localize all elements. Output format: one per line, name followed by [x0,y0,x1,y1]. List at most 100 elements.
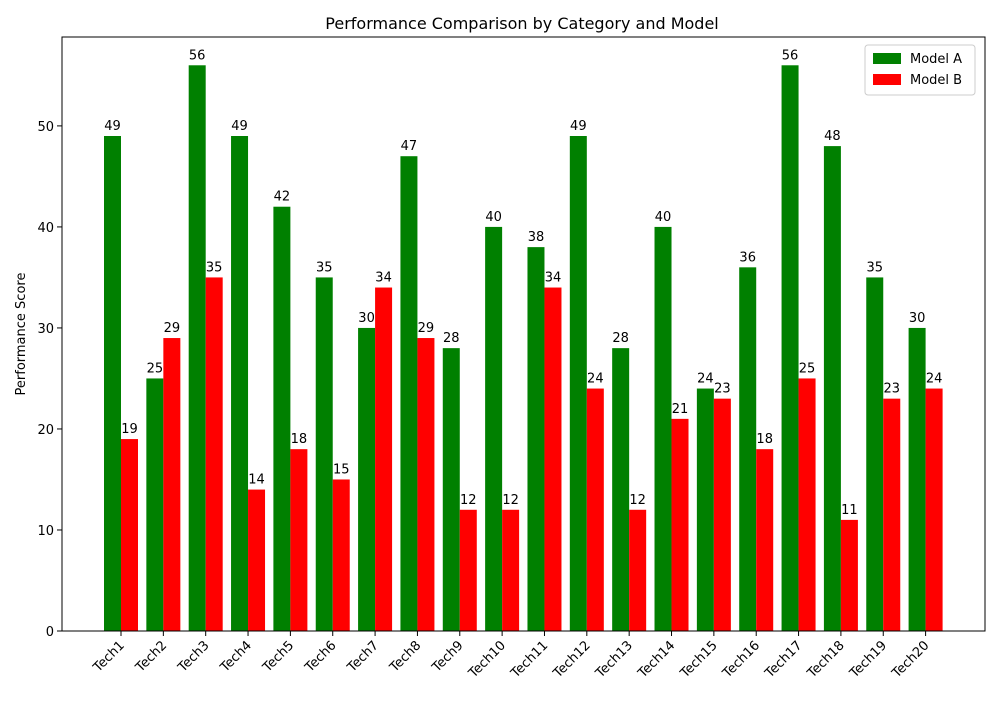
x-tick-label-tech18: Tech18 [804,638,848,682]
data-label-model-b-tech2: 29 [164,321,181,336]
x-tick-label-tech11: Tech11 [508,638,552,682]
x-tick-label-tech8: Tech8 [387,638,425,676]
data-label-model-a-tech2: 25 [147,361,164,376]
bar-model-b-tech13 [629,509,647,631]
bar-model-a-tech9 [442,348,460,631]
data-label-model-b-tech7: 34 [375,271,392,286]
bar-model-b-tech9 [459,509,477,631]
bar-model-a-tech13 [612,348,630,631]
x-tick-label-tech2: Tech2 [132,638,170,676]
bar-model-b-tech12 [586,388,604,631]
bar-model-b-tech7 [375,287,393,631]
bar-model-a-tech18 [823,146,841,631]
data-label-model-b-tech13: 12 [629,493,646,508]
bar-model-b-tech14 [671,418,689,631]
bar-model-a-tech19 [866,277,884,631]
x-tick-label-tech7: Tech7 [344,638,382,676]
bar-model-b-tech4 [248,489,266,631]
data-label-model-a-tech11: 38 [528,230,545,245]
bar-model-a-tech6 [315,277,333,631]
x-tick-label-tech15: Tech15 [677,638,721,682]
bar-model-a-tech17 [781,65,799,632]
y-axis-label: Performance Score [14,273,29,396]
x-tick-label-tech3: Tech3 [175,638,213,676]
data-label-model-a-tech13: 28 [612,331,629,346]
data-label-model-a-tech12: 49 [570,119,587,134]
bar-model-a-tech1 [104,136,121,631]
bar-model-a-tech11 [527,247,545,632]
x-tick-label-tech10: Tech10 [465,638,509,682]
bar-model-a-tech3 [188,65,206,632]
data-label-model-a-tech6: 35 [316,260,333,275]
data-label-model-b-tech6: 15 [333,462,350,477]
bar-model-b-tech17 [798,378,816,631]
data-label-model-a-tech17: 56 [782,48,799,63]
plot-area: 49 19 Tech1 25 29 Tech2 56 35 Tech3 49 14 Tech4 42 18… [37,36,986,682]
y-tick-label-30: 30 [37,322,54,337]
bar-model-b-tech11 [544,287,562,631]
y-tick-label-0: 0 [46,625,54,640]
y-tick-label-10: 10 [37,524,54,539]
data-label-model-b-tech5: 18 [291,432,308,447]
x-tick-label-tech4: Tech4 [217,638,255,676]
data-label-model-b-tech11: 34 [545,271,562,286]
data-label-model-b-tech8: 29 [418,321,435,336]
bar-model-b-tech2 [163,338,181,631]
data-label-model-a-tech10: 40 [485,210,502,225]
bar-model-a-tech16 [739,267,757,631]
y-tick-label-20: 20 [37,423,54,438]
data-label-model-b-tech3: 35 [206,260,223,275]
data-label-model-a-tech19: 35 [866,260,883,275]
bar-model-a-tech2 [146,378,164,631]
x-tick-label-tech1: Tech1 [90,638,128,676]
data-label-model-b-tech18: 11 [841,503,858,518]
data-label-model-a-tech4: 49 [231,119,248,134]
data-label-model-b-tech12: 24 [587,372,604,387]
bar-model-b-tech6 [332,479,350,631]
data-label-model-a-tech3: 56 [189,48,206,63]
bar-model-b-tech1 [121,439,138,631]
data-label-model-a-tech5: 42 [274,190,291,205]
bar-model-b-tech5 [290,449,308,631]
bar-model-a-tech14 [654,226,672,631]
bar-model-a-tech10 [485,226,503,631]
x-tick-label-tech12: Tech12 [550,638,594,682]
data-label-model-b-tech9: 12 [460,493,477,508]
data-label-model-a-tech9: 28 [443,331,460,346]
data-label-model-a-tech15: 24 [697,372,714,387]
y-tick-label-40: 40 [37,221,54,236]
bar-model-a-tech15 [696,388,714,631]
legend-swatch-model-a [873,53,901,64]
x-tick-label-tech13: Tech13 [592,638,636,682]
data-label-model-b-tech1: 19 [121,422,138,437]
bar-model-b-tech10 [502,509,520,631]
bar-model-b-tech3 [205,277,223,631]
bar-model-b-tech16 [756,449,774,631]
y-tick-label-50: 50 [37,120,54,135]
legend-label-model-a: Model A [910,52,962,67]
bar-model-b-tech8 [417,338,435,631]
x-tick-label-tech14: Tech14 [635,638,679,682]
bar-model-b-tech20 [925,388,943,631]
data-label-model-a-tech20: 30 [909,311,926,326]
data-label-model-b-tech10: 12 [502,493,519,508]
data-label-model-a-tech14: 40 [655,210,672,225]
x-tick-label-tech16: Tech16 [719,638,763,682]
data-label-model-b-tech15: 23 [714,382,731,397]
x-tick-label-tech5: Tech5 [259,638,297,676]
x-tick-label-tech6: Tech6 [302,638,340,676]
bar-model-a-tech7 [358,327,376,631]
bar-model-a-tech20 [908,327,926,631]
data-label-model-a-tech1: 49 [104,119,121,134]
bar-model-a-tech8 [400,156,418,631]
plot-frame [61,36,986,632]
bar-model-a-tech12 [569,136,587,631]
data-label-model-b-tech4: 14 [248,473,265,488]
data-label-model-b-tech19: 23 [883,382,900,397]
chart-title: Performance Comparison by Category and M… [325,14,718,33]
bar-model-b-tech18 [840,519,858,631]
x-tick-label-tech9: Tech9 [429,638,467,676]
legend-swatch-model-b [873,74,901,85]
